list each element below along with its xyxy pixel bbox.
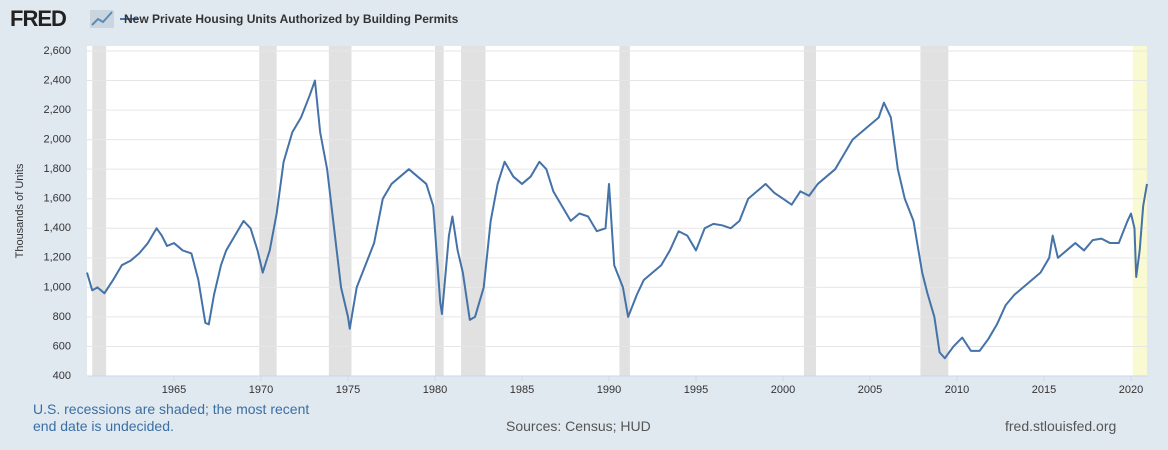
y-tick-label: 2,000 <box>43 134 71 146</box>
source: Sources: Census; HUD <box>506 418 651 434</box>
y-tick-label: 1,200 <box>43 252 71 264</box>
logo: FRED <box>10 6 67 31</box>
y-tick-label: 1,800 <box>43 163 71 175</box>
data-line <box>86 79 1148 360</box>
x-tick-label: 1990 <box>597 384 621 396</box>
x-tick-label: 1975 <box>336 384 360 396</box>
y-tick-label: 1,600 <box>43 193 71 205</box>
x-tick-label: 1985 <box>510 384 534 396</box>
recession-band <box>328 46 352 376</box>
x-tick-label: 1965 <box>162 384 186 396</box>
website: fred.stlouisfed.org <box>1005 418 1117 434</box>
x-tick-label: 1995 <box>684 384 708 396</box>
x-tick-label: 2000 <box>771 384 795 396</box>
y-tick-label: 600 <box>53 340 71 352</box>
y-tick-label: 2,400 <box>43 74 71 86</box>
y-tick-label: 1,400 <box>43 222 71 234</box>
recession-band <box>259 46 277 376</box>
recession-band <box>619 46 630 376</box>
x-tick-label: 1980 <box>423 384 447 396</box>
x-tick-label: 2015 <box>1032 384 1056 396</box>
x-tick-label: 2005 <box>858 384 882 396</box>
recession-band <box>461 46 486 376</box>
y-tick-label: 1,000 <box>43 281 71 293</box>
recession-band <box>434 46 444 376</box>
y-tick-label: 400 <box>53 370 71 382</box>
recession-band <box>1132 46 1147 376</box>
recession-band <box>92 46 107 376</box>
x-tick-label: 2020 <box>1119 384 1143 396</box>
x-tick-label: 2010 <box>945 384 969 396</box>
y-tick-label: 2,600 <box>43 45 71 57</box>
x-tick-label: 1970 <box>249 384 273 396</box>
y-tick-label: 2,200 <box>43 104 71 116</box>
recession-band <box>803 46 817 376</box>
note: U.S. recessions are shaded; the most rec… <box>33 401 310 434</box>
recession-band <box>920 46 949 376</box>
y-axis-label: Thousands of Units <box>14 163 26 258</box>
legend-entry: New Private Housing Units Authorized by … <box>124 12 459 26</box>
y-tick-label: 800 <box>53 311 71 323</box>
logo-icon <box>90 10 114 28</box>
plot-area <box>87 46 1147 376</box>
